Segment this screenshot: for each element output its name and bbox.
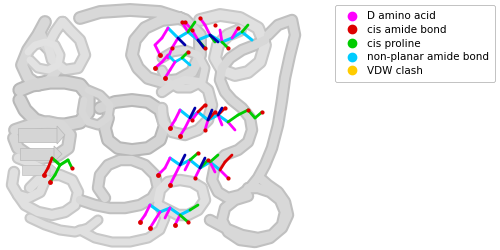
Polygon shape — [22, 165, 50, 175]
Polygon shape — [57, 126, 65, 144]
Polygon shape — [18, 128, 57, 142]
Legend: D amino acid, cis amide bond, cis proline, non-planar amide bond, VDW clash: D amino acid, cis amide bond, cis prolin… — [336, 5, 495, 82]
Polygon shape — [20, 148, 54, 160]
Polygon shape — [50, 163, 58, 177]
Polygon shape — [54, 146, 62, 162]
